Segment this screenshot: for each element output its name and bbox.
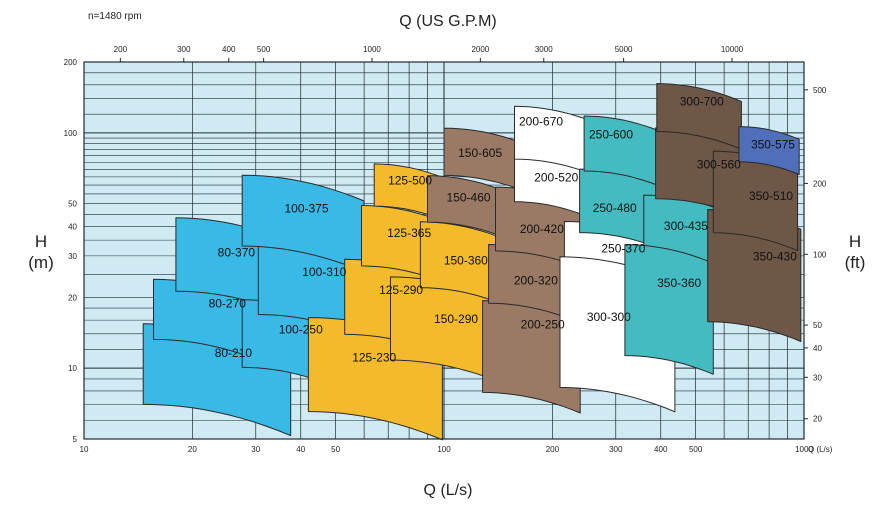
region-label-250-600: 250-600 xyxy=(589,127,633,141)
region-label-100-375: 100-375 xyxy=(284,202,328,216)
region-label-125-230: 125-230 xyxy=(352,350,396,364)
x-end-label: Q (L/s) xyxy=(808,445,833,454)
right-tick-label: 30 xyxy=(813,373,822,382)
region-label-200-670: 200-670 xyxy=(519,114,563,128)
top-tick-label: 5000 xyxy=(615,45,633,54)
region-label-300-300: 300-300 xyxy=(587,310,631,324)
y-tick-label: 20 xyxy=(68,293,77,302)
region-label-150-290: 150-290 xyxy=(434,312,478,326)
left-axis-label-unit: (m) xyxy=(28,253,53,272)
x-tick-label: 100 xyxy=(437,445,451,454)
region-label-125-290: 125-290 xyxy=(379,283,423,297)
top-tick-label: 300 xyxy=(177,45,191,54)
x-tick-label: 20 xyxy=(188,445,197,454)
region-labels: 80-210 80-270 80-370 100-250 100-310 100-375 1… xyxy=(209,94,798,364)
region-label-200-420: 200-420 xyxy=(520,222,564,236)
region-label-200-520: 200-520 xyxy=(534,171,578,185)
x-tick-label: 400 xyxy=(654,445,668,454)
region-label-125-500: 125-500 xyxy=(388,174,432,188)
right-tick-label: 200 xyxy=(813,179,827,188)
top-tick-label: 1000 xyxy=(363,45,381,54)
region-label-150-360: 150-360 xyxy=(444,253,488,267)
performance-regions xyxy=(142,83,802,441)
x-tick-label: 50 xyxy=(331,445,340,454)
x-axis-label: Q (L/s) xyxy=(424,482,473,499)
x-tick-label: 200 xyxy=(546,445,560,454)
right-axis-label-h: H xyxy=(849,232,861,251)
y-tick-label: 100 xyxy=(64,129,78,138)
top-tick-label: 400 xyxy=(222,45,236,54)
region-label-300-560: 300-560 xyxy=(697,157,741,171)
x-tick-label: 40 xyxy=(296,445,305,454)
region-label-200-320: 200-320 xyxy=(514,273,558,287)
region-label-100-310: 100-310 xyxy=(302,265,346,279)
chart-title: Q (US G.P.M) xyxy=(399,13,497,30)
x-tick-label: 500 xyxy=(689,445,703,454)
y-tick-label: 5 xyxy=(73,435,78,444)
top-tick-label: 3000 xyxy=(535,45,553,54)
region-label-80-270: 80-270 xyxy=(209,297,247,311)
right-axis-label-unit: (ft) xyxy=(845,253,866,272)
y-tick-label: 200 xyxy=(64,58,78,67)
region-label-250-370: 250-370 xyxy=(601,242,645,256)
region-label-300-700: 300-700 xyxy=(680,94,724,108)
right-tick-label: 20 xyxy=(813,415,822,424)
speed-note: n=1480 rpm xyxy=(88,11,142,22)
region-label-350-510: 350-510 xyxy=(749,189,793,203)
y-tick-label: 40 xyxy=(68,222,77,231)
y-tick-label: 50 xyxy=(68,200,77,209)
top-tick-label: 2000 xyxy=(471,45,489,54)
region-label-150-460: 150-460 xyxy=(447,191,491,205)
region-label-125-365: 125-365 xyxy=(387,226,431,240)
top-tick-label: 10000 xyxy=(721,45,744,54)
x-tick-label: 10 xyxy=(80,445,89,454)
left-axis-label-h: H xyxy=(35,232,47,251)
region-label-350-575: 350-575 xyxy=(751,138,795,152)
right-tick-label: 40 xyxy=(813,344,822,353)
region-label-80-210: 80-210 xyxy=(215,346,253,360)
region-label-350-360: 350-360 xyxy=(657,276,701,290)
right-tick-label: 500 xyxy=(813,86,827,95)
right-tick-label: 100 xyxy=(813,250,827,259)
top-tick-label: 200 xyxy=(114,45,128,54)
region-label-200-250: 200-250 xyxy=(521,318,565,332)
region-label-80-370: 80-370 xyxy=(218,246,256,260)
y-tick-label: 30 xyxy=(68,252,77,261)
plot-frame xyxy=(83,61,805,440)
region-label-100-250: 100-250 xyxy=(279,322,323,336)
top-tick-label: 500 xyxy=(257,45,271,54)
x-tick-label: 300 xyxy=(609,445,623,454)
x-tick-label: 1000 xyxy=(795,445,813,454)
right-tick-label: 50 xyxy=(813,321,822,330)
y-tick-label: 10 xyxy=(68,364,77,373)
x-tick-label: 30 xyxy=(251,445,260,454)
region-label-250-480: 250-480 xyxy=(593,201,637,215)
region-label-150-605: 150-605 xyxy=(458,146,502,160)
region-label-350-430: 350-430 xyxy=(753,250,797,264)
region-350-360 xyxy=(624,244,714,375)
region-label-300-435: 300-435 xyxy=(664,219,708,233)
region-350-575 xyxy=(738,126,800,175)
